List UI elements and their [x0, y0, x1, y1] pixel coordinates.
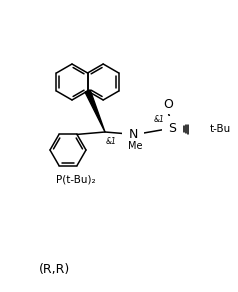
- Text: &1: &1: [106, 137, 117, 146]
- Text: O: O: [163, 98, 173, 110]
- Text: Me: Me: [128, 141, 142, 151]
- Text: P(t-Bu)₂: P(t-Bu)₂: [56, 175, 96, 185]
- Text: N: N: [128, 128, 138, 140]
- Text: t-Bu: t-Bu: [210, 124, 231, 134]
- Text: S: S: [168, 123, 176, 135]
- Polygon shape: [85, 90, 105, 132]
- Text: &1: &1: [154, 116, 164, 124]
- Text: (R,R): (R,R): [39, 263, 71, 277]
